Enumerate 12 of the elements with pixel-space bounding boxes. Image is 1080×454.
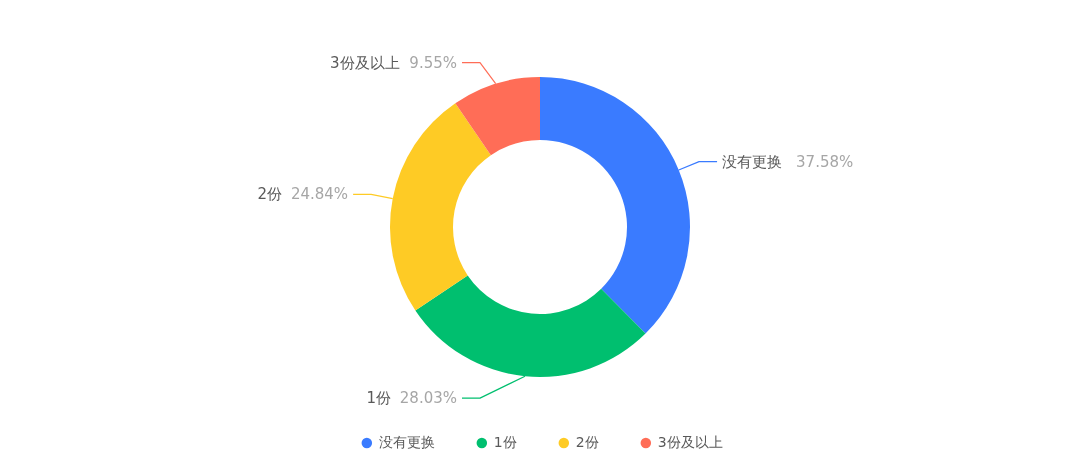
data-label: 28.03%: [399, 389, 457, 408]
legend-label: 没有更换: [378, 434, 435, 450]
slice-label: 没有更换: [722, 152, 783, 171]
legend-label: 1份: [493, 434, 517, 450]
slice-label: 1份: [366, 389, 391, 408]
data-label: 24.84%: [290, 185, 349, 204]
legend-label: 2份: [575, 434, 599, 450]
data-label: 37.58%: [796, 152, 854, 171]
slice-label: 2份: [257, 185, 283, 204]
data-label: 9.55%: [409, 53, 457, 72]
legend-label: 3份及以上: [657, 434, 723, 450]
slice-label: 3份及以上: [330, 53, 400, 72]
